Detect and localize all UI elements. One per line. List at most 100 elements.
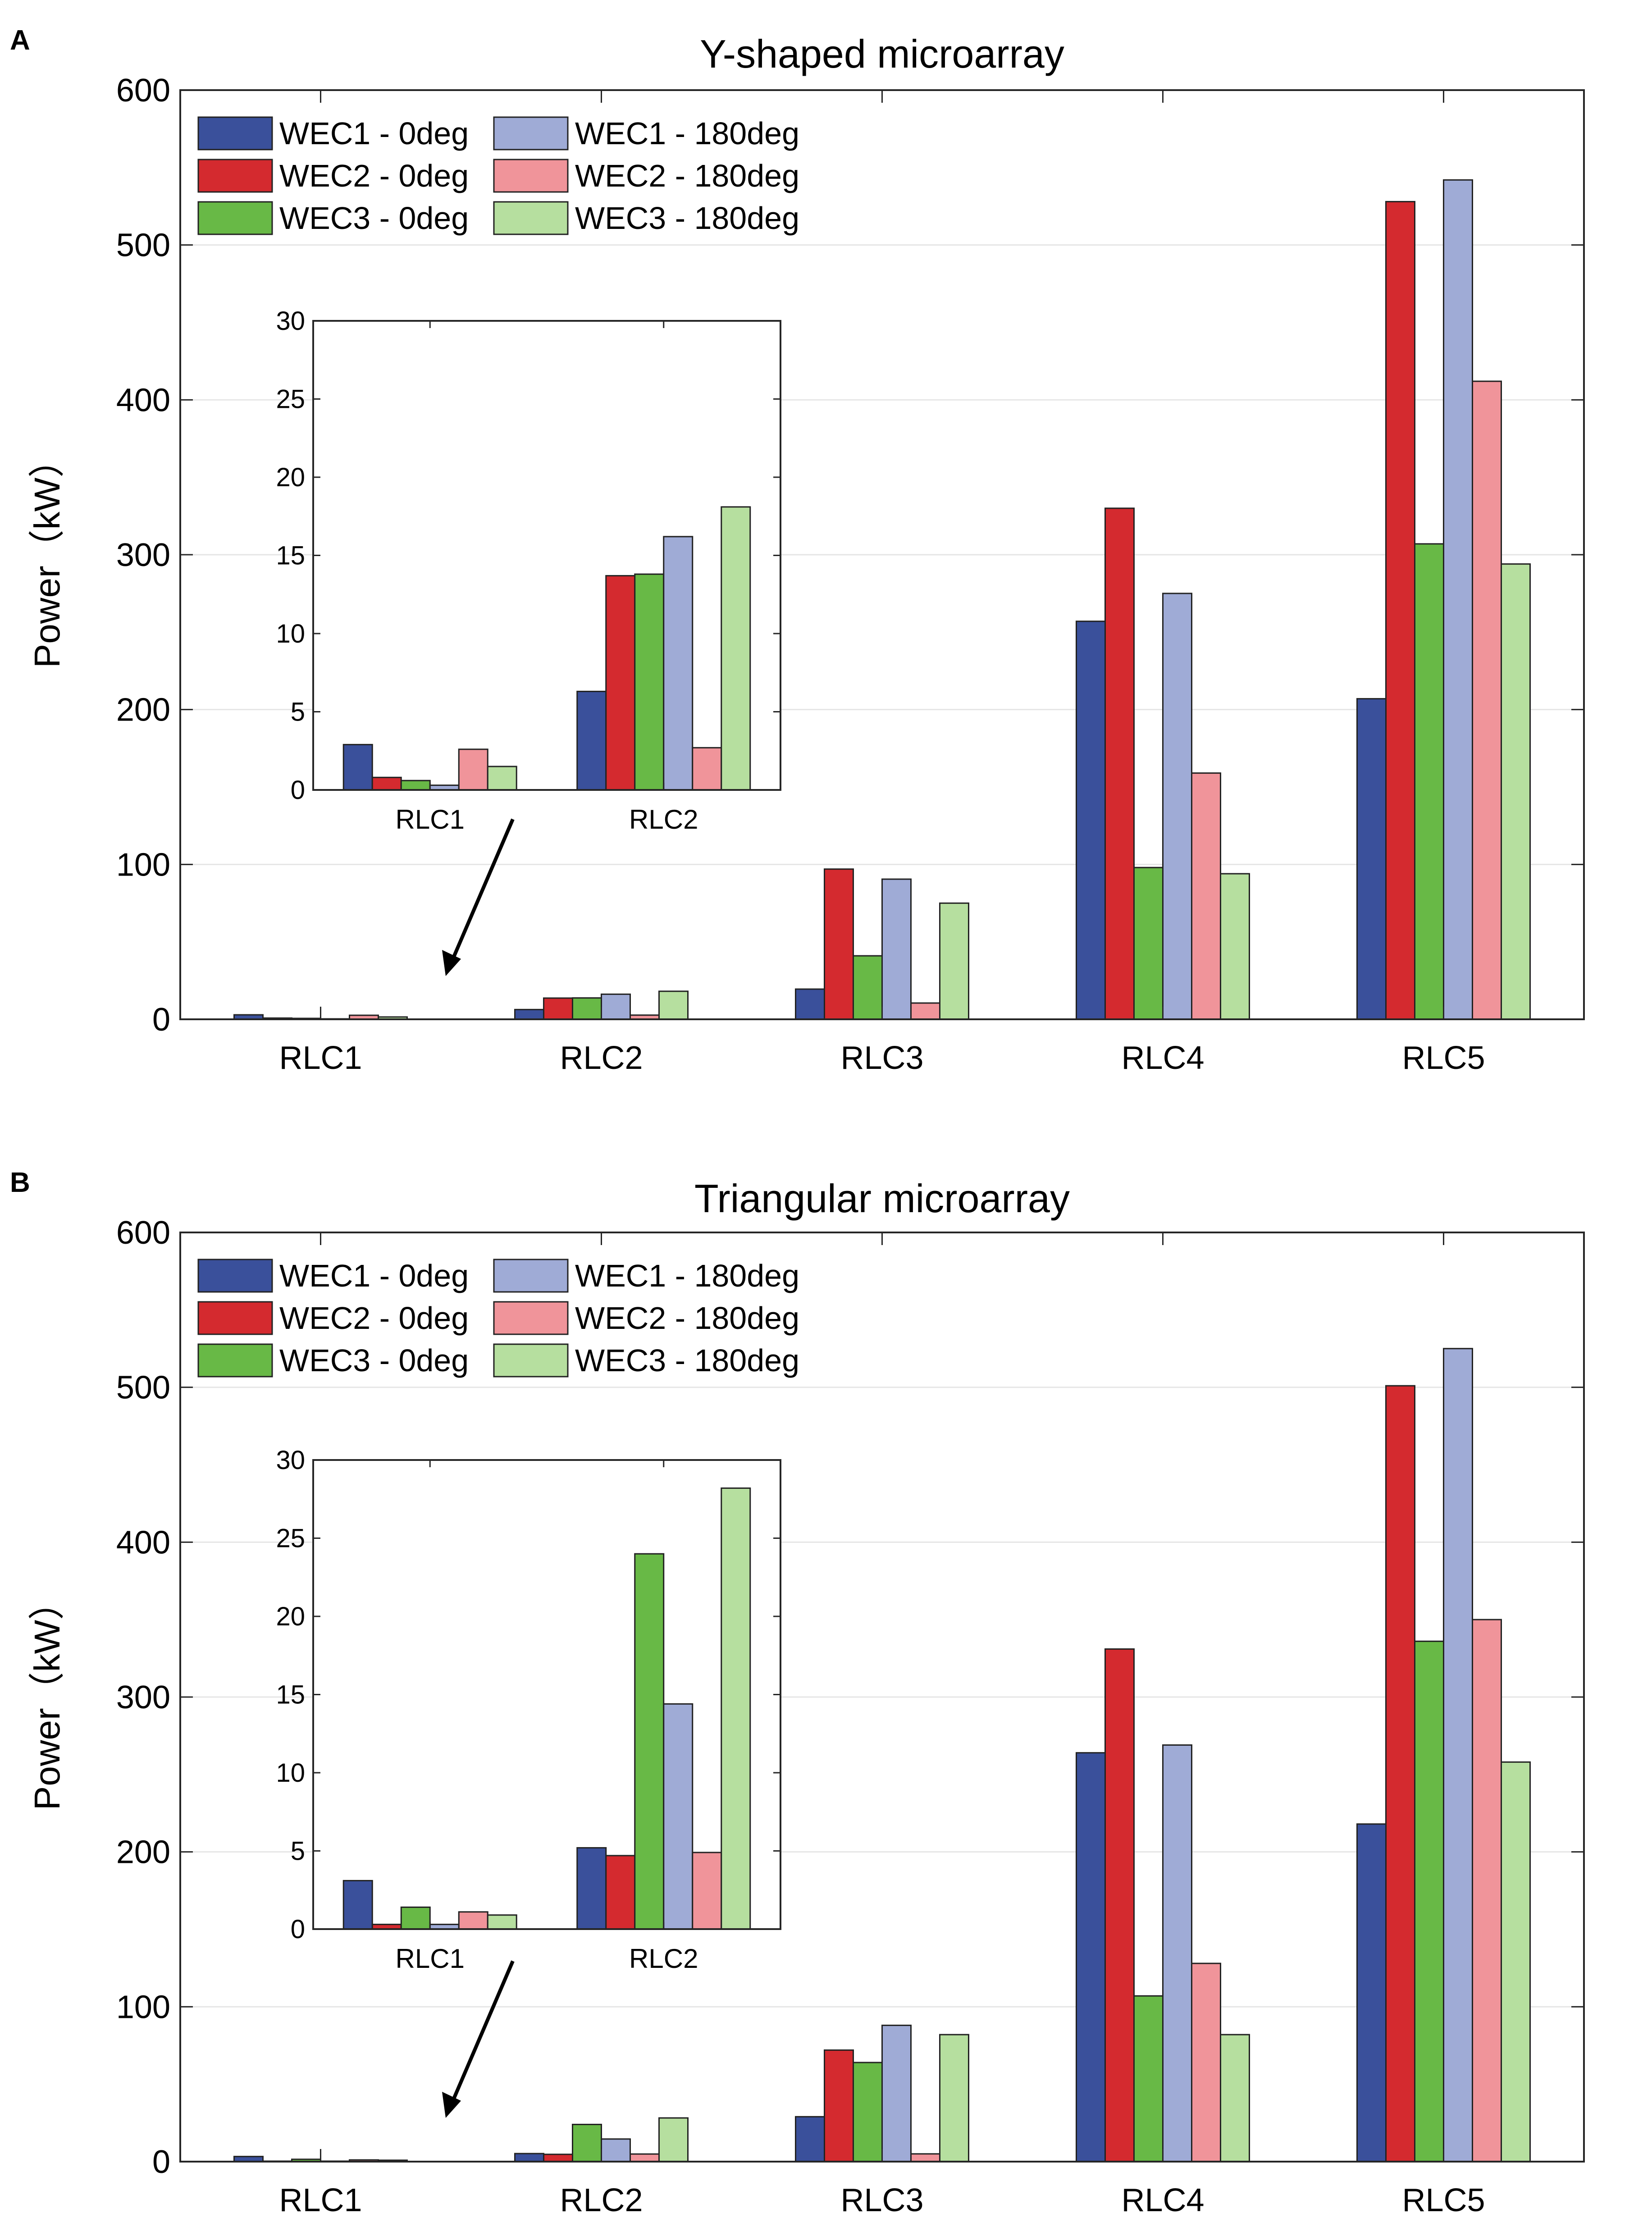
inset-bar bbox=[721, 506, 751, 791]
inset-x-tick-label: RLC1 bbox=[396, 804, 465, 835]
legend-swatch bbox=[493, 1259, 569, 1293]
y-tick-label: 200 bbox=[116, 1834, 170, 1871]
legend-swatch bbox=[197, 1301, 273, 1335]
inset-bar bbox=[458, 748, 488, 791]
bar bbox=[543, 2154, 573, 2163]
bar bbox=[572, 997, 602, 1020]
inset-bar bbox=[692, 1852, 722, 1930]
inset-x-tick-label: RLC2 bbox=[629, 804, 698, 835]
bar bbox=[1443, 1348, 1473, 2163]
bar bbox=[1443, 179, 1473, 1020]
bar bbox=[939, 902, 969, 1020]
inset-y-tick-label: 25 bbox=[276, 385, 305, 414]
bar bbox=[1191, 772, 1221, 1020]
bar bbox=[795, 2116, 825, 2163]
inset-x-tick-label: RLC1 bbox=[396, 1944, 465, 1974]
inset-y-tick-label: 5 bbox=[291, 698, 305, 727]
bar bbox=[1472, 1619, 1502, 2163]
bar bbox=[1414, 1640, 1444, 2163]
y-tick-label: 500 bbox=[116, 228, 170, 264]
legend-swatch bbox=[197, 1259, 273, 1293]
y-tick-label: 300 bbox=[116, 1679, 170, 1716]
inset-bar bbox=[487, 1914, 517, 1930]
inset-bar bbox=[400, 1906, 431, 1930]
inset-border bbox=[312, 1459, 781, 1930]
x-tick-label: RLC2 bbox=[560, 1040, 643, 1076]
legend-entry: WEC1 - 180deg bbox=[575, 1258, 799, 1293]
inset-bar bbox=[634, 1553, 665, 1930]
inset-y-tick-label: 20 bbox=[276, 463, 305, 492]
bar bbox=[939, 2034, 969, 2163]
panel-label: A bbox=[10, 25, 30, 56]
legend-swatch bbox=[493, 116, 569, 151]
legend-swatch bbox=[493, 1301, 569, 1335]
inset-y-tick-label: 0 bbox=[291, 1915, 305, 1944]
bar bbox=[1162, 1744, 1192, 2163]
bar bbox=[1133, 867, 1164, 1020]
bar bbox=[572, 2124, 602, 2163]
bar bbox=[1220, 873, 1250, 1020]
inset-bar bbox=[342, 1880, 373, 1930]
legend-swatch bbox=[197, 159, 273, 193]
inset-y-tick-label: 20 bbox=[276, 1602, 305, 1631]
bar bbox=[824, 2049, 854, 2163]
inset-bar bbox=[487, 766, 517, 791]
legend-swatch bbox=[493, 159, 569, 193]
x-tick-label: RLC2 bbox=[560, 2182, 643, 2218]
inset-bar bbox=[576, 1847, 607, 1930]
legend-entry: WEC1 - 0deg bbox=[279, 1258, 469, 1293]
legend-entry: WEC1 - 180deg bbox=[575, 116, 799, 151]
inset-y-tick-label: 5 bbox=[291, 1837, 305, 1866]
x-tick-label: RLC3 bbox=[840, 2182, 923, 2218]
bar bbox=[1356, 1823, 1387, 2163]
inset-bar bbox=[721, 1487, 751, 1930]
inset-y-tick-label: 15 bbox=[276, 1680, 305, 1710]
arrow-head bbox=[442, 950, 461, 976]
inset-chart: 0 5 10 15 20 25 30 RLC1 RLC2 bbox=[276, 306, 781, 835]
inset-bar bbox=[458, 1911, 488, 1930]
panel-label: B bbox=[10, 1167, 30, 1198]
inset-background bbox=[313, 321, 780, 790]
inset-border bbox=[312, 320, 781, 791]
arrow-head bbox=[442, 2092, 461, 2118]
bar bbox=[1104, 507, 1135, 1020]
legend-entry: WEC2 - 0deg bbox=[279, 158, 469, 193]
y-tick-label: 0 bbox=[152, 2144, 170, 2180]
bar bbox=[1385, 1385, 1415, 2163]
legend-entry: WEC3 - 0deg bbox=[279, 1343, 469, 1378]
bar bbox=[795, 988, 825, 1020]
y-axis-label: Power（kW） bbox=[27, 442, 67, 668]
bar bbox=[1472, 380, 1502, 1020]
legend-entry: WEC2 - 180deg bbox=[575, 158, 799, 193]
bar bbox=[824, 868, 854, 1020]
bar bbox=[881, 878, 912, 1020]
y-axis-label: Power（kW） bbox=[27, 1584, 67, 1810]
inset-bar bbox=[400, 780, 431, 791]
inset-bar bbox=[663, 536, 694, 791]
legend-entry: WEC3 - 180deg bbox=[575, 201, 799, 236]
y-tick-label: 400 bbox=[116, 382, 170, 418]
legend-swatch bbox=[197, 201, 273, 235]
inset-bar bbox=[634, 573, 665, 791]
legend-entry: WEC1 - 0deg bbox=[279, 116, 469, 151]
bar bbox=[514, 2153, 544, 2163]
bar bbox=[1191, 1962, 1221, 2163]
bar bbox=[514, 1008, 544, 1020]
bar bbox=[658, 2117, 689, 2163]
bar bbox=[601, 993, 631, 1020]
bar bbox=[1162, 593, 1192, 1020]
inset-y-tick-label: 10 bbox=[276, 619, 305, 648]
bar bbox=[910, 2153, 940, 2163]
bar bbox=[881, 2025, 912, 2163]
bar bbox=[1414, 543, 1444, 1020]
x-tick-label: RLC4 bbox=[1121, 2182, 1204, 2218]
inset-x-tick-label: RLC2 bbox=[629, 1944, 698, 1974]
chart-title: Y-shaped microarray bbox=[700, 32, 1064, 76]
axes-border bbox=[179, 1232, 1585, 2163]
legend-swatch bbox=[493, 201, 569, 235]
bar bbox=[1076, 1752, 1106, 2163]
panel-b: B Triangular microarray010020030040050060… bbox=[10, 1167, 1585, 2218]
inset-y-tick-label: 10 bbox=[276, 1758, 305, 1788]
bar bbox=[1356, 698, 1387, 1020]
x-tick-label: RLC1 bbox=[279, 1040, 362, 1076]
